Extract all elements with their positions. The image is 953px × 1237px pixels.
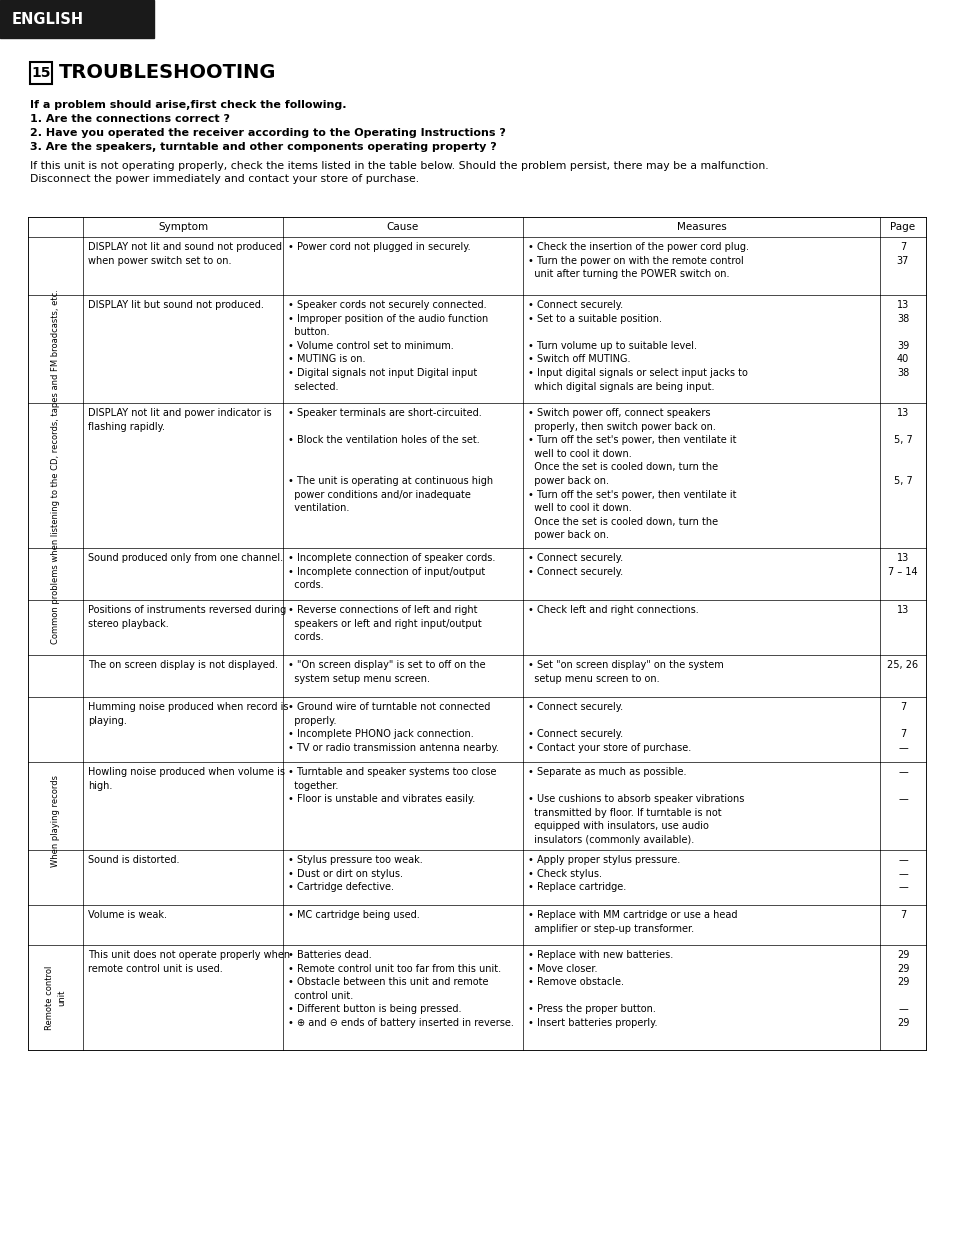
Text: • Power cord not plugged in securely.: • Power cord not plugged in securely. (288, 242, 470, 252)
FancyBboxPatch shape (30, 62, 52, 84)
Text: 15: 15 (31, 66, 51, 80)
Text: Sound is distorted.: Sound is distorted. (88, 855, 179, 865)
Text: DISPLAY not lit and sound not produced
when power switch set to on.: DISPLAY not lit and sound not produced w… (88, 242, 282, 266)
Text: • Apply proper stylus pressure.
• Check stylus.
• Replace cartridge.: • Apply proper stylus pressure. • Check … (527, 855, 679, 892)
Text: 1. Are the connections correct ?: 1. Are the connections correct ? (30, 114, 230, 124)
Text: 13
38

39
40
38: 13 38 39 40 38 (896, 301, 908, 379)
Text: Page: Page (889, 221, 915, 233)
Text: DISPLAY not lit and power indicator is
flashing rapidly.: DISPLAY not lit and power indicator is f… (88, 408, 272, 432)
Text: 13: 13 (896, 605, 908, 615)
Text: • Switch power off, connect speakers
  properly, then switch power back on.
• Tu: • Switch power off, connect speakers pro… (527, 408, 736, 541)
Text: • Incomplete connection of speaker cords.
• Incomplete connection of input/outpu: • Incomplete connection of speaker cords… (288, 553, 495, 590)
Text: When playing records: When playing records (51, 776, 60, 867)
Text: 7: 7 (899, 910, 905, 920)
Text: • MC cartridge being used.: • MC cartridge being used. (288, 910, 419, 920)
Text: • Speaker cords not securely connected.
• Improper position of the audio functio: • Speaker cords not securely connected. … (288, 301, 488, 392)
Text: • Ground wire of turntable not connected
  properly.
• Incomplete PHONO jack con: • Ground wire of turntable not connected… (288, 703, 498, 753)
Text: • Separate as much as possible.

• Use cushions to absorb speaker vibrations
  t: • Separate as much as possible. • Use cu… (527, 767, 743, 845)
Text: Humming noise produced when record is
playing.: Humming noise produced when record is pl… (88, 703, 288, 726)
Text: Symptom: Symptom (158, 221, 208, 233)
Text: • Batteries dead.
• Remote control unit too far from this unit.
• Obstacle betwe: • Batteries dead. • Remote control unit … (288, 950, 514, 1028)
Text: 13
7 – 14: 13 7 – 14 (887, 553, 917, 576)
Text: TROUBLESHOOTING: TROUBLESHOOTING (59, 63, 276, 83)
Text: • Check the insertion of the power cord plug.
• Turn the power on with the remot: • Check the insertion of the power cord … (527, 242, 748, 280)
Text: 29
29
29

—
29: 29 29 29 — 29 (896, 950, 908, 1028)
Text: • Replace with new batteries.
• Move closer.
• Remove obstacle.

• Press the pro: • Replace with new batteries. • Move clo… (527, 950, 673, 1028)
Text: • "On screen display" is set to off on the
  system setup menu screen.: • "On screen display" is set to off on t… (288, 661, 485, 684)
Text: Remote control
unit: Remote control unit (45, 965, 66, 1029)
Text: Measures: Measures (676, 221, 725, 233)
Text: 25, 26: 25, 26 (886, 661, 918, 670)
Text: • Connect securely.
• Set to a suitable position.

• Turn volume up to suitable : • Connect securely. • Set to a suitable … (527, 301, 747, 392)
Text: • Speaker terminals are short-circuited.

• Block the ventilation holes of the s: • Speaker terminals are short-circuited.… (288, 408, 493, 513)
Text: Howling noise produced when volume is
high.: Howling noise produced when volume is hi… (88, 767, 285, 790)
Text: • Reverse connections of left and right
  speakers or left and right input/outpu: • Reverse connections of left and right … (288, 605, 481, 642)
Text: Common problems when listening to the CD, records, tapes and FM broadcasts, etc.: Common problems when listening to the CD… (51, 289, 60, 644)
Text: The on screen display is not displayed.: The on screen display is not displayed. (88, 661, 277, 670)
Text: • Connect securely.

• Connect securely.
• Contact your store of purchase.: • Connect securely. • Connect securely. … (527, 703, 691, 753)
Text: • Replace with MM cartridge or use a head
  amplifier or step-up transformer.: • Replace with MM cartridge or use a hea… (527, 910, 737, 934)
Text: If a problem should arise,first check the following.: If a problem should arise,first check th… (30, 100, 346, 110)
Text: 7

7
—: 7 7 — (897, 703, 907, 753)
Bar (0, 0, 153, 38)
Text: Sound produced only from one channel.: Sound produced only from one channel. (88, 553, 283, 563)
Text: —

—: — — (897, 767, 907, 804)
Text: Cause: Cause (387, 221, 418, 233)
Text: Positions of instruments reversed during
stereo playback.: Positions of instruments reversed during… (88, 605, 286, 628)
Text: This unit does not operate properly when
remote control unit is used.: This unit does not operate properly when… (88, 950, 290, 974)
Text: 3. Are the speakers, turntable and other components operating property ?: 3. Are the speakers, turntable and other… (30, 142, 497, 152)
Text: • Connect securely.
• Connect securely.: • Connect securely. • Connect securely. (527, 553, 622, 576)
Text: • Check left and right connections.: • Check left and right connections. (527, 605, 698, 615)
Text: Disconnect the power immediately and contact your store of purchase.: Disconnect the power immediately and con… (30, 174, 418, 184)
Text: • Turntable and speaker systems too close
  together.
• Floor is unstable and vi: • Turntable and speaker systems too clos… (288, 767, 496, 804)
Text: • Stylus pressure too weak.
• Dust or dirt on stylus.
• Cartridge defective.: • Stylus pressure too weak. • Dust or di… (288, 855, 422, 892)
Text: 7
37: 7 37 (896, 242, 908, 266)
Text: DISPLAY lit but sound not produced.: DISPLAY lit but sound not produced. (88, 301, 264, 310)
Text: 13

5, 7


5, 7: 13 5, 7 5, 7 (893, 408, 911, 486)
Text: ENGLISH: ENGLISH (12, 11, 84, 26)
Text: —
—
—: — — — (897, 855, 907, 892)
Text: • Set "on screen display" on the system
  setup menu screen to on.: • Set "on screen display" on the system … (527, 661, 723, 684)
Text: 2. Have you operated the receiver according to the Operating Instructions ?: 2. Have you operated the receiver accord… (30, 127, 505, 139)
Text: If this unit is not operating properly, check the items listed in the table belo: If this unit is not operating properly, … (30, 161, 768, 171)
Text: Volume is weak.: Volume is weak. (88, 910, 167, 920)
